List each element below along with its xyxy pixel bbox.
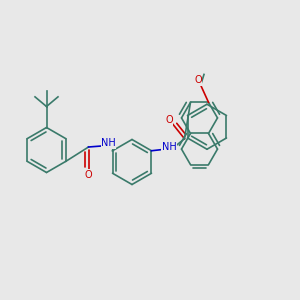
Text: O: O [194, 75, 202, 85]
Text: O: O [85, 170, 92, 180]
Text: NH: NH [162, 142, 177, 152]
Text: O: O [165, 115, 173, 125]
Text: NH: NH [101, 138, 116, 148]
